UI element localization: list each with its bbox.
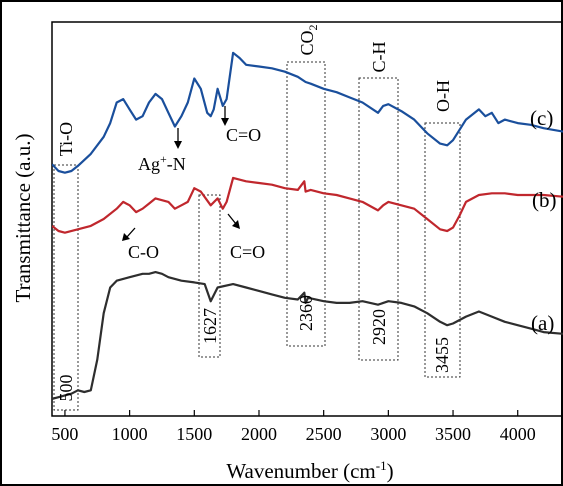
x-tick-label-1500: 1500 — [176, 424, 212, 444]
annotation-ag-n: Ag+-N — [138, 152, 186, 174]
annotation-c-o-b: C-O — [128, 242, 159, 262]
band-box-c-h — [358, 77, 399, 361]
band-boxes — [53, 61, 461, 411]
x-tick-label-1000: 1000 — [112, 424, 148, 444]
series-layer — [52, 51, 563, 400]
group-label-ti-o: Ti-O — [56, 122, 76, 156]
x-axis-title: Wavenumber (cm-1) — [226, 458, 393, 483]
series-line-b — [52, 176, 563, 234]
series-line-c — [52, 51, 563, 174]
band-label-2920: 2920 — [369, 309, 389, 345]
band-box-ti-o — [53, 164, 79, 411]
arrowhead-c-eq-o-b — [232, 220, 240, 229]
x-tick-label-2000: 2000 — [241, 424, 277, 444]
group-label-co2: CO2 — [297, 24, 320, 55]
x-tick-label-3500: 3500 — [435, 424, 471, 444]
series-label-c: (c) — [530, 106, 553, 130]
plot-area — [51, 21, 563, 417]
band-label-3455: 3455 — [432, 337, 452, 373]
annotation-arrows — [122, 106, 240, 241]
x-tick-label-3000: 3000 — [370, 424, 406, 444]
arrowhead-ag-n — [174, 141, 182, 149]
series-label-a: (a) — [531, 311, 554, 335]
y-axis-title: Transmittance (a.u.) — [11, 134, 35, 303]
band-box-1627 — [198, 194, 221, 358]
x-tick-label-500: 500 — [51, 424, 78, 444]
band-box-co2 — [286, 61, 326, 347]
band-label-2360: 2360 — [296, 295, 316, 331]
x-axis-ticks: 500 1000 1500 2000 2500 3000 3500 4000 — [51, 410, 536, 444]
arrow-c-o-b — [126, 227, 136, 238]
annotation-c-eq-o-c: C=O — [226, 125, 261, 145]
arrowhead-c-o-b — [122, 233, 130, 241]
x-tick-label-2500: 2500 — [306, 424, 342, 444]
annotation-c-eq-o-b: C=O — [230, 242, 265, 262]
group-label-o-h: O-H — [433, 80, 453, 112]
arrowhead-c-eq-o-c — [221, 118, 229, 126]
group-label-c-h: C-H — [369, 42, 389, 73]
series-label-b: (b) — [532, 188, 557, 212]
band-box-o-h — [424, 122, 461, 378]
arrow-c-eq-o-b — [227, 213, 237, 225]
band-label-1627: 1627 — [200, 308, 220, 344]
x-tick-label-4000: 4000 — [500, 424, 536, 444]
series-line-a — [52, 271, 563, 400]
band-label-500: 500 — [56, 375, 76, 402]
